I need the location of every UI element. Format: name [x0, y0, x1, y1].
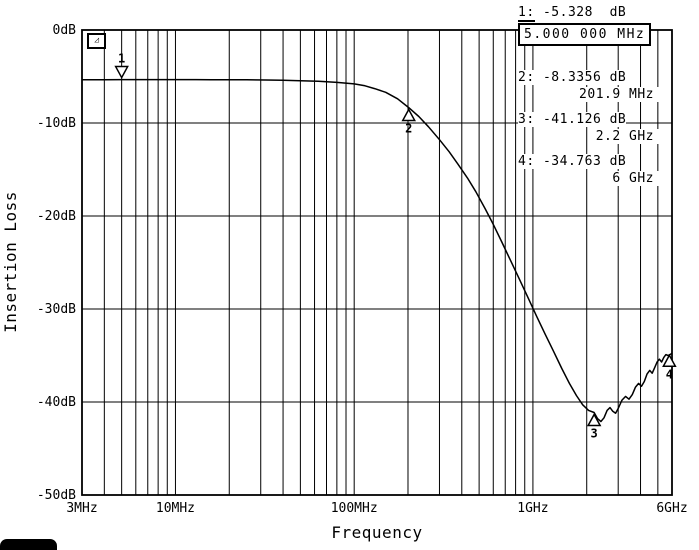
x-tick-label: 6GHz — [656, 501, 687, 516]
marker4-readout-frequency: 6 GHz — [612, 171, 666, 186]
y-tick-label: -10dB — [37, 116, 76, 131]
insertion-loss-trace — [81, 78, 673, 423]
x-tick-label: 3MHz — [66, 501, 97, 516]
x-tick-label: 10MHz — [156, 501, 195, 516]
marker-1-triangle-icon — [114, 65, 129, 80]
marker-readout-panel: 1: -5.328 dB 5.000 000 MHz 2: -8.3356 dB… — [518, 5, 666, 186]
marker-2-triangle-icon — [401, 107, 416, 122]
x-axis-title: Frequency — [331, 523, 422, 542]
y-axis-title: Insertion Loss — [1, 191, 20, 333]
marker3-readout-value: 3: -41.126 dB — [518, 112, 627, 127]
grid-layer — [81, 29, 673, 496]
trace-layer — [81, 78, 673, 423]
y-tick-label: -20dB — [37, 209, 76, 224]
marker1-readout: 1: -5.328 dB — [518, 5, 627, 22]
y-tick-label: -30dB — [37, 302, 76, 317]
x-tick-label: 1GHz — [517, 501, 548, 516]
marker-4-number: 4 — [666, 367, 673, 381]
y-tick-label: -40dB — [37, 395, 76, 410]
y-tick-label: -50dB — [37, 488, 76, 503]
marker-layer: 1 2 3 4 — [114, 52, 677, 440]
marker-1-number: 1 — [118, 52, 125, 66]
marker4-readout-value: 4: -34.763 dB — [518, 154, 627, 169]
marker-3-triangle-icon — [586, 412, 602, 427]
scan-corner-artifact — [0, 539, 57, 550]
marker3-readout-frequency: 2.2 GHz — [595, 129, 666, 144]
marker2-readout-frequency: 201.9 MHz — [579, 87, 666, 102]
marker-3-number: 3 — [591, 426, 598, 440]
marker2-readout-value: 2: -8.3356 dB — [518, 70, 627, 85]
marker1-readout-label: 1: — [518, 5, 535, 22]
y-tick-label: 0dB — [53, 23, 77, 38]
x-tick-label: 100MHz — [331, 501, 378, 516]
delta-ref-icon: ◿ — [87, 33, 106, 49]
plot-border — [81, 29, 673, 496]
marker-2-number: 2 — [405, 122, 412, 136]
marker-4-triangle-icon — [662, 353, 677, 368]
marker1-frequency-box: 5.000 000 MHz — [518, 23, 652, 46]
marker1-readout-value: -5.328 dB — [534, 5, 627, 20]
